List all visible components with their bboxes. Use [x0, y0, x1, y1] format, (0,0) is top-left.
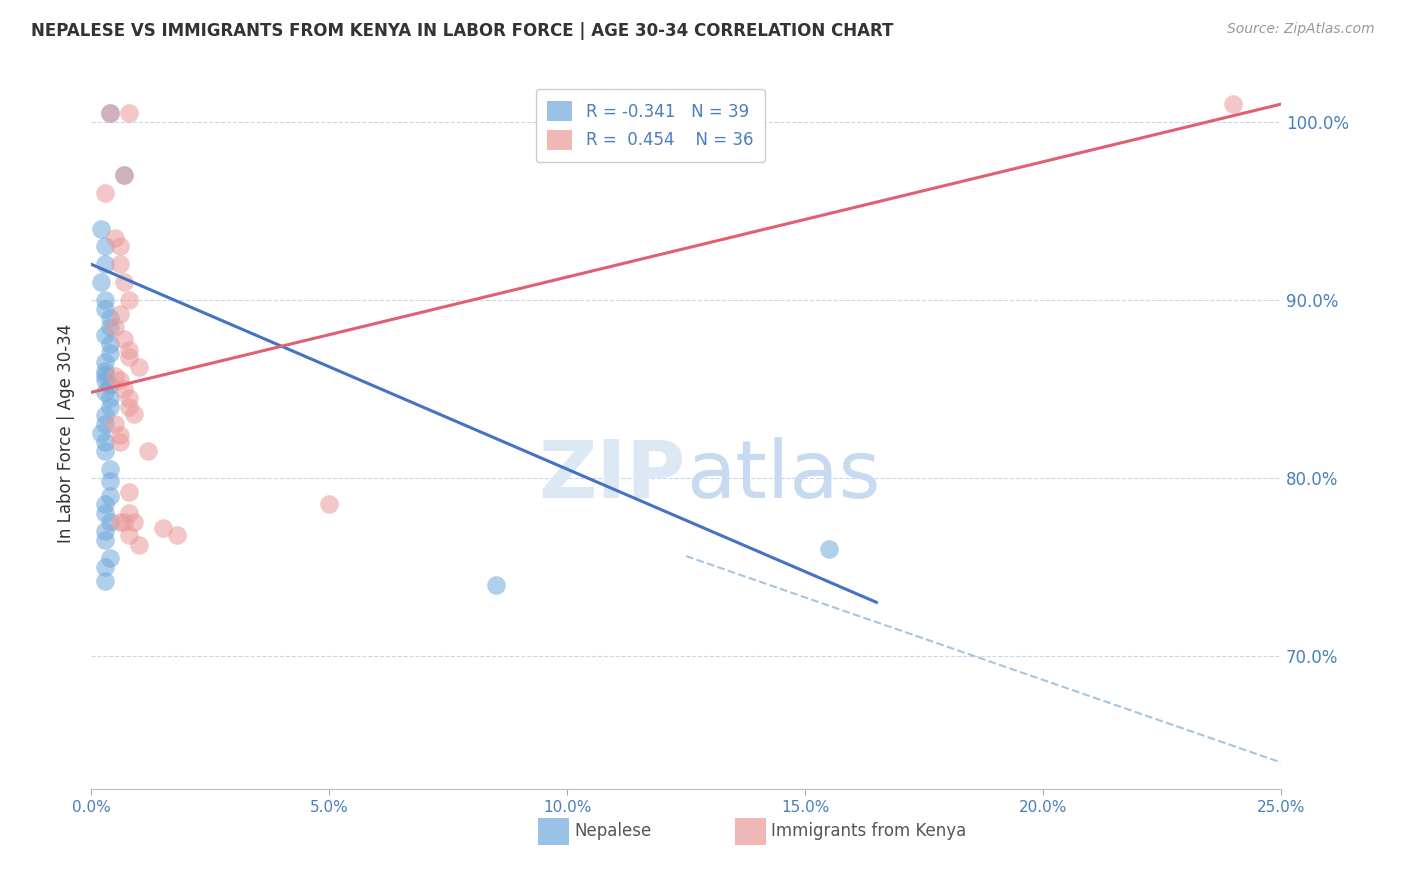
- Point: [98, 378, 121, 392]
- Point: [98, 475, 121, 489]
- Point: [94, 301, 117, 316]
- Point: [122, 515, 145, 529]
- Point: [98, 391, 121, 405]
- Text: Immigrants from Kenya: Immigrants from Kenya: [772, 822, 966, 840]
- Point: [94, 186, 117, 200]
- Point: [94, 328, 117, 343]
- Point: [104, 417, 127, 432]
- Point: [108, 435, 131, 450]
- Point: [94, 444, 117, 458]
- Point: [94, 498, 117, 512]
- Point: [108, 239, 131, 253]
- Point: [114, 332, 136, 346]
- Point: [94, 293, 117, 307]
- Point: [94, 385, 117, 400]
- Point: [94, 364, 117, 378]
- Point: [94, 373, 117, 387]
- Point: [104, 230, 127, 244]
- Point: [98, 346, 121, 360]
- Point: [122, 407, 145, 421]
- Point: [104, 319, 127, 334]
- Point: [118, 293, 141, 307]
- Point: [98, 550, 121, 565]
- Point: [90, 275, 112, 289]
- Point: [318, 498, 340, 512]
- Point: [94, 257, 117, 271]
- Point: [128, 360, 150, 375]
- Point: [98, 400, 121, 414]
- Point: [114, 382, 136, 396]
- Point: [114, 169, 136, 183]
- Point: [118, 106, 141, 120]
- Point: [94, 355, 117, 369]
- Point: [94, 559, 117, 574]
- Point: [128, 538, 150, 552]
- Point: [485, 577, 508, 591]
- Point: [90, 221, 112, 235]
- Point: [90, 426, 112, 441]
- Point: [118, 391, 141, 405]
- Point: [108, 515, 131, 529]
- Point: [94, 533, 117, 547]
- Point: [118, 400, 141, 414]
- Point: [108, 428, 131, 442]
- Text: Source: ZipAtlas.com: Source: ZipAtlas.com: [1227, 22, 1375, 37]
- Point: [98, 106, 121, 120]
- Point: [104, 369, 127, 384]
- Point: [94, 524, 117, 538]
- Point: [136, 444, 159, 458]
- Text: ZIP: ZIP: [538, 437, 686, 515]
- Text: atlas: atlas: [686, 437, 880, 515]
- Point: [166, 527, 188, 541]
- Point: [94, 409, 117, 423]
- Point: [114, 515, 136, 529]
- Point: [108, 307, 131, 321]
- Legend: R = -0.341   N = 39, R =  0.454    N = 36: R = -0.341 N = 39, R = 0.454 N = 36: [536, 89, 765, 161]
- Point: [98, 515, 121, 529]
- Text: NEPALESE VS IMMIGRANTS FROM KENYA IN LABOR FORCE | AGE 30-34 CORRELATION CHART: NEPALESE VS IMMIGRANTS FROM KENYA IN LAB…: [31, 22, 893, 40]
- Point: [108, 373, 131, 387]
- Text: Nepalese: Nepalese: [575, 822, 651, 840]
- Point: [94, 417, 117, 432]
- Point: [118, 507, 141, 521]
- Point: [118, 350, 141, 364]
- Point: [94, 368, 117, 382]
- Point: [98, 319, 121, 334]
- Point: [98, 310, 121, 325]
- Point: [98, 106, 121, 120]
- Point: [118, 485, 141, 500]
- Point: [118, 343, 141, 357]
- Point: [108, 257, 131, 271]
- Point: [114, 169, 136, 183]
- Point: [114, 275, 136, 289]
- Point: [94, 435, 117, 450]
- Point: [98, 462, 121, 476]
- Y-axis label: In Labor Force | Age 30-34: In Labor Force | Age 30-34: [58, 324, 75, 543]
- Point: [98, 489, 121, 503]
- Point: [118, 527, 141, 541]
- Point: [1222, 97, 1244, 112]
- Point: [94, 574, 117, 588]
- Point: [94, 507, 117, 521]
- Point: [94, 239, 117, 253]
- Point: [817, 541, 839, 556]
- Point: [152, 520, 174, 534]
- Point: [98, 337, 121, 351]
